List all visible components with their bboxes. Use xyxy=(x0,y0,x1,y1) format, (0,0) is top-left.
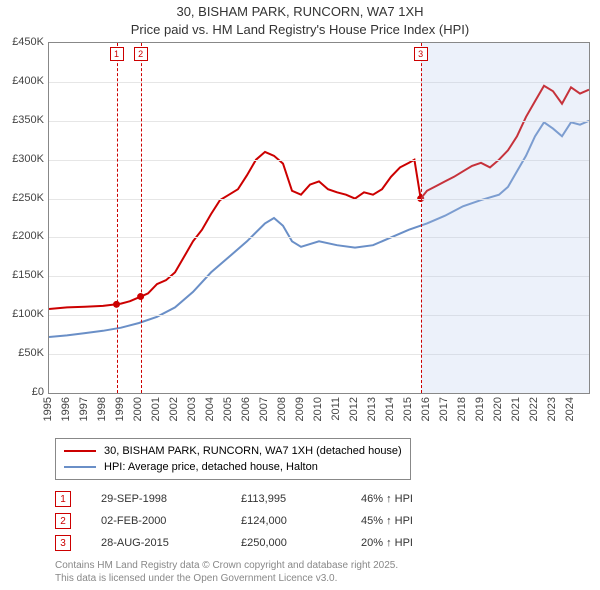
chart-transaction-marker: 3 xyxy=(414,47,428,61)
x-axis-label: 2023 xyxy=(546,397,558,421)
legend-item: 30, BISHAM PARK, RUNCORN, WA7 1XH (detac… xyxy=(64,443,402,459)
forecast-shade xyxy=(421,43,589,393)
marker-number: 1 xyxy=(60,494,66,505)
x-axis-label: 1995 xyxy=(42,397,54,421)
y-axis-label: £50K xyxy=(4,347,44,359)
x-axis-label: 2018 xyxy=(456,397,468,421)
title-subtitle: Price paid vs. HM Land Registry's House … xyxy=(0,22,600,37)
x-axis-label: 2009 xyxy=(294,397,306,421)
x-axis-label: 2024 xyxy=(564,397,576,421)
x-axis-label: 2008 xyxy=(276,397,288,421)
legend-label: 30, BISHAM PARK, RUNCORN, WA7 1XH (detac… xyxy=(104,445,402,457)
x-axis-label: 2016 xyxy=(420,397,432,421)
x-axis-label: 2002 xyxy=(168,397,180,421)
chart-container: 30, BISHAM PARK, RUNCORN, WA7 1XH Price … xyxy=(0,0,600,590)
transaction-date: 02-FEB-2000 xyxy=(101,515,241,527)
transaction-marker: 1 xyxy=(55,491,71,507)
x-axis-label: 1999 xyxy=(114,397,126,421)
price-chart: 12 3 xyxy=(48,42,590,394)
x-axis-label: 2021 xyxy=(510,397,522,421)
transaction-price: £113,995 xyxy=(241,493,361,505)
x-axis-label: 2019 xyxy=(474,397,486,421)
x-axis-label: 2020 xyxy=(492,397,504,421)
x-axis-label: 2005 xyxy=(222,397,234,421)
transaction-marker: 3 xyxy=(55,535,71,551)
x-axis-label: 2003 xyxy=(186,397,198,421)
x-axis-label: 2004 xyxy=(204,397,216,421)
transaction-marker: 2 xyxy=(55,513,71,529)
x-axis-label: 2000 xyxy=(132,397,144,421)
x-axis-label: 2010 xyxy=(312,397,324,421)
marker-number: 3 xyxy=(60,538,66,549)
marker-number: 2 xyxy=(60,516,66,527)
chart-transaction-marker: 1 xyxy=(110,47,124,61)
y-axis-label: £350K xyxy=(4,114,44,126)
transaction-vline xyxy=(117,43,118,393)
legend: 30, BISHAM PARK, RUNCORN, WA7 1XH (detac… xyxy=(55,438,411,480)
legend-swatch xyxy=(64,466,96,468)
x-axis-label: 1997 xyxy=(78,397,90,421)
table-row: 3 28-AUG-2015 £250,000 20% ↑ HPI xyxy=(55,532,461,554)
table-row: 1 29-SEP-1998 £113,995 46% ↑ HPI xyxy=(55,488,461,510)
x-axis-label: 1998 xyxy=(96,397,108,421)
transaction-pct: 20% ↑ HPI xyxy=(361,537,461,549)
y-axis-label: £450K xyxy=(4,36,44,48)
x-axis-label: 1996 xyxy=(60,397,72,421)
x-axis-label: 2012 xyxy=(348,397,360,421)
transaction-vline xyxy=(141,43,142,393)
y-axis-label: £250K xyxy=(4,192,44,204)
footer-copyright: Contains HM Land Registry data © Crown c… xyxy=(55,560,398,571)
x-axis-label: 2017 xyxy=(438,397,450,421)
table-row: 2 02-FEB-2000 £124,000 45% ↑ HPI xyxy=(55,510,461,532)
x-axis-label: 2011 xyxy=(330,397,342,421)
chart-transaction-marker: 2 xyxy=(134,47,148,61)
x-axis-label: 2015 xyxy=(402,397,414,421)
transaction-vline xyxy=(421,43,422,393)
title-address: 30, BISHAM PARK, RUNCORN, WA7 1XH xyxy=(0,4,600,19)
y-axis-label: £200K xyxy=(4,230,44,242)
transaction-pct: 46% ↑ HPI xyxy=(361,493,461,505)
y-axis-label: £150K xyxy=(4,269,44,281)
legend-swatch xyxy=(64,450,96,452)
x-axis-label: 2022 xyxy=(528,397,540,421)
legend-label: HPI: Average price, detached house, Halt… xyxy=(104,461,318,473)
x-axis-label: 2006 xyxy=(240,397,252,421)
x-axis-label: 2007 xyxy=(258,397,270,421)
y-axis-label: £300K xyxy=(4,153,44,165)
transaction-table: 1 29-SEP-1998 £113,995 46% ↑ HPI 2 02-FE… xyxy=(55,488,461,554)
transaction-date: 29-SEP-1998 xyxy=(101,493,241,505)
transaction-price: £250,000 xyxy=(241,537,361,549)
y-axis-label: £100K xyxy=(4,308,44,320)
x-axis-label: 2014 xyxy=(384,397,396,421)
transaction-pct: 45% ↑ HPI xyxy=(361,515,461,527)
x-axis-label: 2013 xyxy=(366,397,378,421)
footer-licence: This data is licensed under the Open Gov… xyxy=(55,573,337,584)
x-axis-label: 2001 xyxy=(150,397,162,421)
transaction-price: £124,000 xyxy=(241,515,361,527)
y-axis-label: £400K xyxy=(4,75,44,87)
transaction-date: 28-AUG-2015 xyxy=(101,537,241,549)
y-axis-label: £0 xyxy=(4,386,44,398)
legend-item: HPI: Average price, detached house, Halt… xyxy=(64,459,402,475)
